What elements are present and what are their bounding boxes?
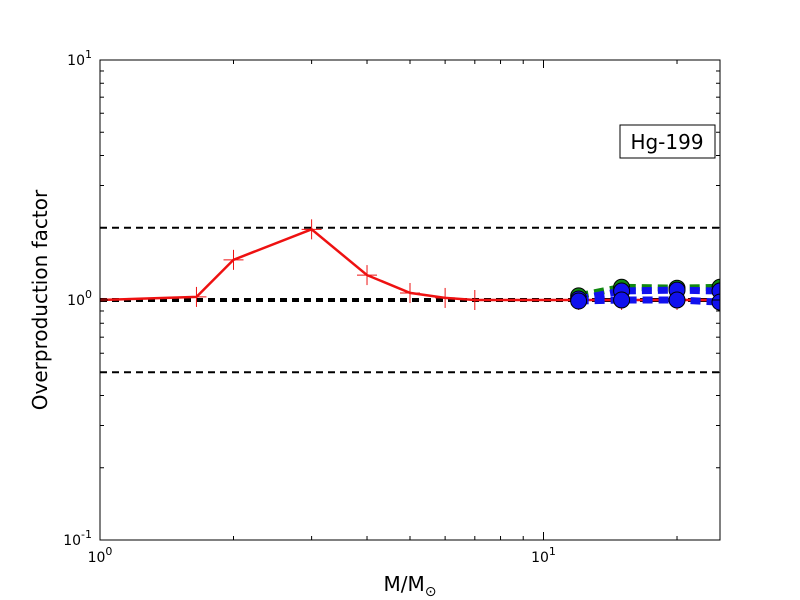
series-3-point-3 bbox=[711, 293, 720, 311]
series-0-point-2 bbox=[223, 249, 244, 270]
y-tick-label-2: 101 bbox=[67, 48, 92, 69]
x-tick-label-0: 100 bbox=[88, 545, 113, 566]
series-0-point-3 bbox=[301, 219, 322, 240]
series-0-point-1 bbox=[186, 286, 207, 307]
series-layer bbox=[100, 219, 720, 311]
y-tick-label-0: 10-1 bbox=[63, 528, 92, 549]
annotation-frame bbox=[619, 124, 716, 159]
x-axis-label-main: M/M bbox=[384, 572, 425, 596]
series-3-line bbox=[578, 296, 720, 306]
series-3-point-2 bbox=[668, 291, 686, 309]
series-3-point-1 bbox=[613, 291, 631, 309]
y-tick-label-1: 100 bbox=[67, 288, 92, 309]
y-axis-label: Overproduction factor bbox=[28, 189, 52, 410]
plot-frame bbox=[99, 59, 721, 541]
x-axis-label-subscript: ⊙ bbox=[425, 584, 437, 600]
series-0-point-4 bbox=[357, 265, 378, 286]
series-0-point-6 bbox=[435, 287, 456, 308]
series-0-point-7 bbox=[464, 290, 485, 310]
series-0-point-5 bbox=[400, 282, 420, 303]
x-axis-label: M/M⊙ bbox=[384, 572, 437, 600]
annotation-label: Hg-199 bbox=[630, 130, 703, 154]
series-3 bbox=[570, 291, 720, 311]
series-3-point-0 bbox=[570, 292, 588, 310]
series-2-line bbox=[577, 286, 720, 303]
x-tick-label-1: 101 bbox=[531, 545, 556, 566]
annotation-box: Hg-199 bbox=[619, 124, 716, 159]
